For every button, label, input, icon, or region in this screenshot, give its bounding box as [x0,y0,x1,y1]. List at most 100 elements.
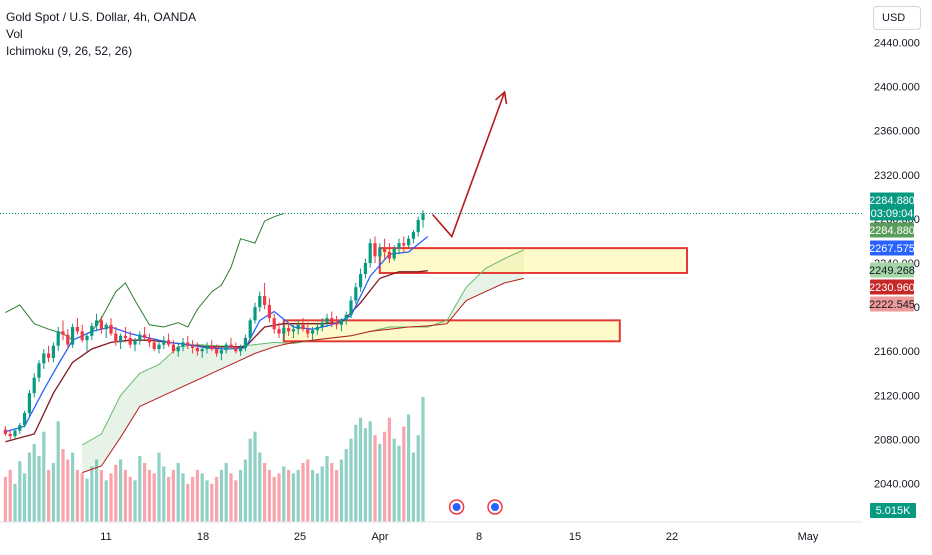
candle-body [402,243,406,246]
candle-body [349,300,353,315]
candle-body [291,329,295,332]
candle-body [215,349,219,354]
senkou-span-a-line [81,249,525,446]
volume-bar [407,414,411,522]
candle-body [23,413,27,426]
y-tick-label: 2080.000 [874,434,920,446]
volume-bar [325,456,329,522]
volume-bar [344,449,348,522]
volume-bar [13,483,17,522]
volume-bar [383,431,387,522]
projection-arrow-head [495,90,508,105]
volume-bar [147,469,151,522]
indicator-ichimoku[interactable]: Ichimoku (9, 26, 52, 26) [6,44,133,58]
volume-bar [114,464,118,522]
volume-bar [23,473,27,522]
volume-bar [109,473,113,522]
x-tick-label: 15 [569,531,581,543]
x-tick-label: May [798,531,819,543]
volume-bar [387,417,391,522]
volume-bar [315,473,319,522]
candle-body [320,322,324,327]
volume-bar [306,459,310,522]
volume-bar [71,452,75,522]
price-label-text: 03:09:04 [871,208,914,220]
volume-bar [296,469,300,522]
volume-bar [80,473,84,522]
volume-bar [253,431,257,522]
x-tick-label: 11 [100,531,111,543]
price-label-box [870,296,914,312]
y-tick-label: 2360.000 [874,126,920,138]
y-tick-label: 2320.000 [874,170,920,182]
volume-bar [219,469,223,522]
chart-title: Gold Spot / U.S. Dollar, 4h, OANDA [6,10,197,24]
y-tick-label: 2440.000 [874,37,920,49]
y-tick-label: 2400.000 [874,82,920,94]
x-tick-label: 8 [476,531,482,543]
volume-bar [200,473,204,522]
candle-body [282,328,286,334]
candle-body [157,344,161,350]
candle-body [330,318,334,323]
volume-bar [373,435,377,522]
volume-bar [138,456,142,522]
volume-bar [42,431,46,522]
volume-bar [243,459,247,522]
volume-bar [224,462,228,522]
candle-body [109,324,113,334]
time-axis[interactable]: 11 18 25 Apr 8 15 22 May [0,521,862,543]
volume-label-text: 5.015K [876,505,912,517]
candle-body [229,344,233,347]
zones [282,247,688,343]
candle-body [248,320,252,339]
volume-bar [291,473,295,522]
volume-bar [239,469,243,522]
volume-bar [416,435,420,522]
candle-body [119,335,123,343]
volume-bar [267,469,271,522]
volume-bars [3,397,425,522]
volume-bar [282,466,286,522]
volume-bar [277,473,281,522]
x-tick-label: 22 [666,531,678,543]
volume-bar [90,466,94,522]
candle-body [234,346,238,352]
candle-body [263,296,267,305]
cloud-fill [82,249,524,473]
volume-bar [301,462,305,522]
price-label-text: 2284.880 [869,225,915,237]
volume-bar [392,438,396,522]
volume-bar [37,456,41,522]
candle-body [387,251,391,259]
volume-bar [263,462,267,522]
candle-body [47,353,51,358]
candle-body [354,287,358,301]
candle-body [85,335,89,341]
volume-bar [339,459,343,522]
candle-body [27,393,31,414]
volume-bar [128,476,132,522]
volume-bar [215,476,219,522]
candle-body [344,314,348,321]
price-label-box [870,205,914,221]
candle-body [56,331,60,346]
indicator-vol[interactable]: Vol [6,27,23,41]
candle-body [191,345,195,348]
volume-bar [210,483,214,522]
candle-body [411,232,415,239]
candle-body [51,345,55,358]
price-label-text: 2267.575 [869,243,915,255]
candle-body [272,318,276,330]
chart-legend: Gold Spot / U.S. Dollar, 4h, OANDA Vol I… [6,9,196,60]
volume-bar [349,438,353,522]
candle-body [114,333,118,343]
volume-bar [176,462,180,522]
candles [3,210,425,440]
event-flag-icon-inner [491,503,499,511]
candle-body [99,320,103,330]
volume-bar [18,461,22,522]
currency-button[interactable]: USD [873,6,921,30]
